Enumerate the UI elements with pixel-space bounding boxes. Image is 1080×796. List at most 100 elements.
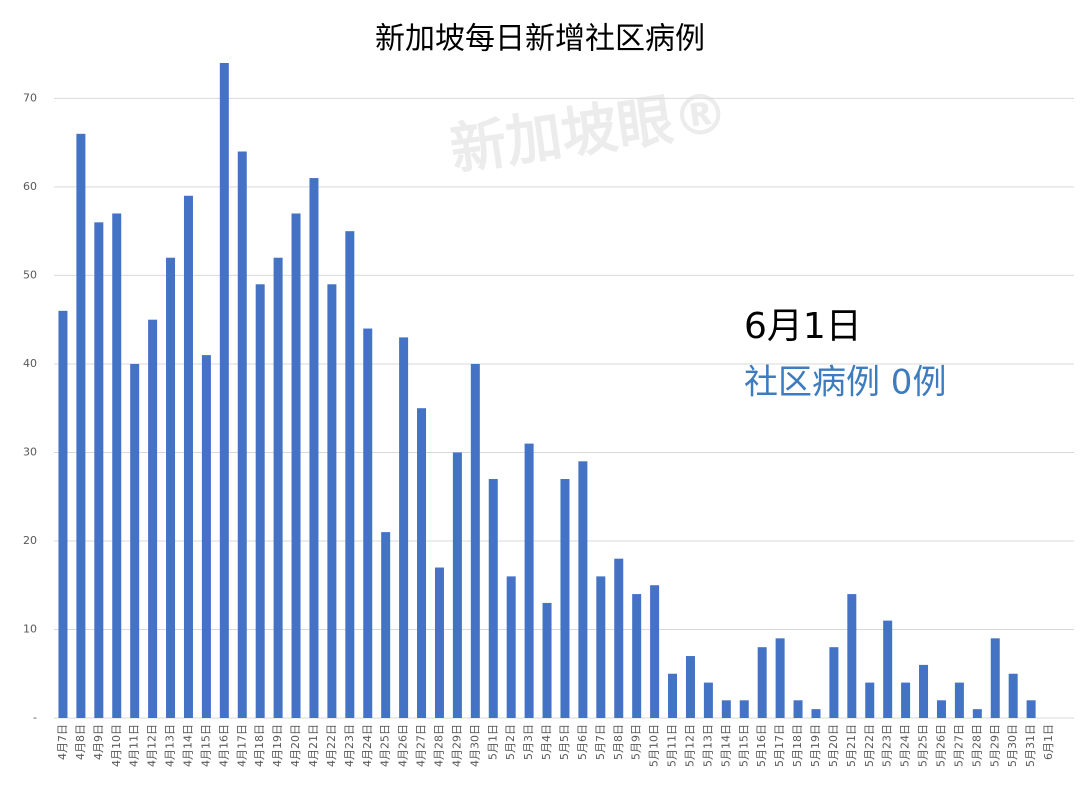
x-tick-label: 5月25日 (917, 724, 930, 767)
x-tick-label: 4月7日 (56, 724, 69, 760)
x-tick-label: 5月19日 (809, 724, 822, 767)
bar (76, 133, 86, 719)
x-tick-label: 5月29日 (988, 724, 1001, 767)
bar (219, 63, 229, 718)
bar (1026, 700, 1036, 718)
bar (972, 709, 982, 718)
annotation: 6月1日 (744, 306, 862, 347)
x-tick-label: 5月4日 (540, 724, 553, 760)
bar (847, 594, 857, 718)
y-tick-label: - (33, 711, 37, 724)
y-tick-label: 50 (23, 268, 37, 281)
x-tick-label: 5月3日 (522, 724, 535, 760)
x-tick-label: 4月12日 (146, 724, 159, 767)
x-tick-label: 4月14日 (181, 724, 194, 767)
x-tick-label: 5月20日 (827, 724, 840, 767)
x-tick-label: 4月10日 (110, 724, 123, 767)
x-tick-label: 5月13日 (701, 724, 714, 767)
bar (237, 151, 247, 718)
bar (793, 700, 803, 718)
x-tick-label: 4月26日 (397, 724, 410, 767)
y-tick-label: 70 (23, 91, 37, 104)
x-tick-label: 4月23日 (343, 724, 356, 767)
bar (201, 355, 211, 718)
x-tick-label: 5月17日 (773, 724, 786, 767)
x-tick-label: 5月26日 (934, 724, 947, 767)
bar (542, 602, 552, 718)
y-tick-label: 40 (23, 357, 37, 370)
bar (183, 195, 193, 718)
bar (829, 647, 839, 718)
bar (327, 284, 337, 718)
bar (381, 532, 391, 718)
bar (434, 567, 444, 718)
bar (865, 682, 875, 718)
x-tick-label: 4月25日 (379, 724, 392, 767)
x-tick-label: 4月28日 (432, 724, 445, 767)
x-tick-label: 5月7日 (594, 724, 607, 760)
bar (632, 594, 642, 718)
bar (112, 213, 122, 719)
watermark: 新加坡眼® (446, 80, 732, 183)
bar (739, 700, 749, 718)
bar (650, 585, 660, 718)
x-tick-label: 5月10日 (648, 724, 661, 767)
x-tick-label: 5月8日 (612, 724, 625, 760)
bar (936, 700, 946, 718)
bar (721, 700, 731, 718)
bar (148, 319, 158, 718)
bar (488, 479, 498, 718)
bar (919, 664, 929, 718)
x-tick-label: 5月31日 (1024, 724, 1037, 767)
bar (703, 682, 713, 718)
bar (506, 576, 516, 718)
bar (614, 558, 624, 718)
x-tick-label: 5月12日 (683, 724, 696, 767)
x-tick-label: 4月8日 (74, 724, 87, 760)
x-tick-label: 5月9日 (630, 724, 643, 760)
x-tick-label: 4月16日 (217, 724, 230, 767)
y-tick-label: 10 (23, 622, 37, 635)
x-tick-label: 5月6日 (576, 724, 589, 760)
bar (1008, 673, 1018, 718)
x-tick-label: 4月15日 (199, 724, 212, 767)
bar (399, 337, 409, 718)
bar (578, 461, 588, 718)
bar (775, 638, 785, 718)
y-tick-label: 30 (23, 445, 37, 458)
x-tick-label: 5月24日 (899, 724, 912, 767)
x-tick-label: 4月17日 (235, 724, 248, 767)
bar (883, 620, 893, 718)
bar (470, 363, 480, 718)
bar (901, 682, 911, 718)
x-tick-label: 5月30日 (1006, 724, 1019, 767)
x-tick-label: 4月24日 (361, 724, 374, 767)
x-tick-label: 5月2日 (504, 724, 517, 760)
bar (255, 284, 265, 718)
bar (417, 408, 427, 718)
x-tick-label: 4月11日 (128, 724, 141, 767)
x-tick-label: 4月30日 (468, 724, 481, 767)
bar (685, 656, 695, 718)
annotation: 社区病例 0例 (744, 363, 946, 403)
x-tick-label: 5月16日 (755, 724, 768, 767)
chart-title: 新加坡每日新增社区病例 (375, 22, 705, 57)
bar (273, 257, 283, 718)
x-tick-label: 5月5日 (558, 724, 571, 760)
bar (58, 310, 68, 718)
x-tick-label: 4月20日 (289, 724, 302, 767)
x-tick-label: 4月18日 (253, 724, 266, 767)
x-tick-label: 4月19日 (271, 724, 284, 767)
x-tick-label: 5月1日 (486, 724, 499, 760)
x-tick-label: 5月11日 (666, 724, 679, 767)
x-tick-label: 6月1日 (1042, 724, 1055, 760)
x-tick-label: 4月29日 (450, 724, 463, 767)
bar (990, 638, 1000, 718)
y-tick-label: 20 (23, 534, 37, 547)
x-tick-label: 5月28日 (970, 724, 983, 767)
x-tick-label: 5月21日 (845, 724, 858, 767)
bar (560, 479, 570, 718)
bar (668, 673, 678, 718)
bar (130, 363, 140, 718)
